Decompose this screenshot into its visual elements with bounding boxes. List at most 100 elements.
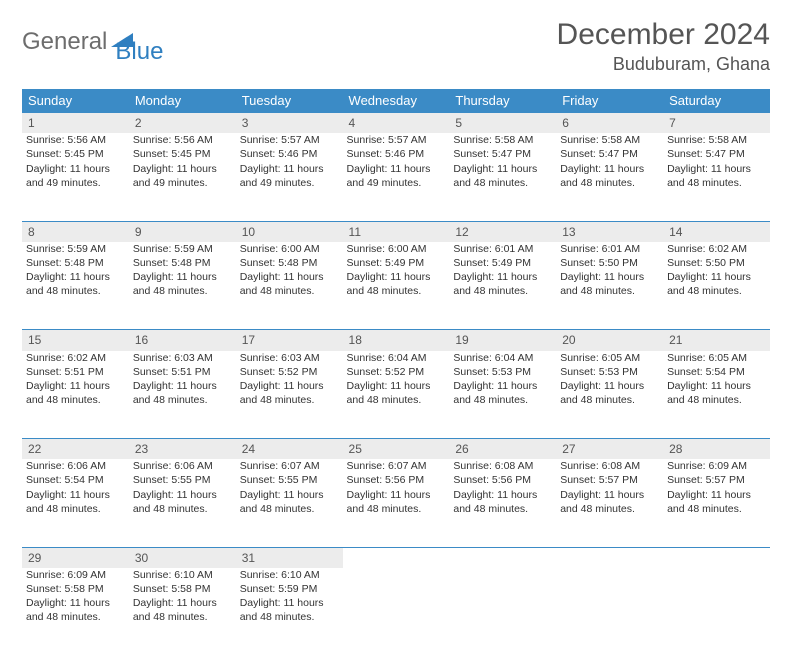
daylight-text: Daylight: 11 hours and 48 minutes. [560,379,659,407]
day-number-cell: 17 [236,330,343,351]
sunrise-text: Sunrise: 6:08 AM [560,459,659,473]
sunset-text: Sunset: 5:49 PM [347,256,446,270]
day-number-cell: 10 [236,221,343,242]
sunrise-text: Sunrise: 6:09 AM [667,459,766,473]
sunset-text: Sunset: 5:55 PM [240,473,339,487]
day-cell: Sunrise: 6:02 AMSunset: 5:50 PMDaylight:… [663,242,770,330]
day-content-row: Sunrise: 6:06 AMSunset: 5:54 PMDaylight:… [22,459,770,547]
location: Buduburam, Ghana [557,54,770,75]
day-cell: Sunrise: 6:04 AMSunset: 5:53 PMDaylight:… [449,351,556,439]
day-number-row: 22232425262728 [22,439,770,460]
sunset-text: Sunset: 5:48 PM [133,256,232,270]
day-cell: Sunrise: 6:01 AMSunset: 5:49 PMDaylight:… [449,242,556,330]
day-number-cell: 1 [22,113,129,134]
day-number-cell: 3 [236,113,343,134]
day-number-cell: 31 [236,547,343,568]
sunrise-text: Sunrise: 5:58 AM [560,133,659,147]
daylight-text: Daylight: 11 hours and 48 minutes. [240,488,339,516]
day-cell: Sunrise: 5:57 AMSunset: 5:46 PMDaylight:… [236,133,343,221]
day-number-cell: 30 [129,547,236,568]
month-title: December 2024 [557,18,770,52]
daylight-text: Daylight: 11 hours and 48 minutes. [667,379,766,407]
daylight-text: Daylight: 11 hours and 48 minutes. [26,596,125,624]
sunset-text: Sunset: 5:50 PM [667,256,766,270]
daylight-text: Daylight: 11 hours and 48 minutes. [133,488,232,516]
sunrise-text: Sunrise: 6:03 AM [240,351,339,365]
daylight-text: Daylight: 11 hours and 48 minutes. [667,270,766,298]
calendar-table: SundayMondayTuesdayWednesdayThursdayFrid… [22,89,770,656]
sunset-text: Sunset: 5:53 PM [560,365,659,379]
sunset-text: Sunset: 5:57 PM [667,473,766,487]
day-cell: Sunrise: 6:01 AMSunset: 5:50 PMDaylight:… [556,242,663,330]
sunrise-text: Sunrise: 6:01 AM [453,242,552,256]
day-cell: Sunrise: 5:57 AMSunset: 5:46 PMDaylight:… [343,133,450,221]
day-cell: Sunrise: 5:59 AMSunset: 5:48 PMDaylight:… [129,242,236,330]
daylight-text: Daylight: 11 hours and 48 minutes. [560,162,659,190]
day-number-cell: 15 [22,330,129,351]
sunrise-text: Sunrise: 6:00 AM [240,242,339,256]
sunset-text: Sunset: 5:52 PM [240,365,339,379]
day-cell: Sunrise: 6:00 AMSunset: 5:48 PMDaylight:… [236,242,343,330]
sunrise-text: Sunrise: 6:08 AM [453,459,552,473]
sunrise-text: Sunrise: 6:07 AM [240,459,339,473]
daylight-text: Daylight: 11 hours and 48 minutes. [26,488,125,516]
day-number-cell [449,547,556,568]
header: General Blue December 2024 Buduburam, Gh… [22,18,770,75]
day-cell: Sunrise: 5:58 AMSunset: 5:47 PMDaylight:… [663,133,770,221]
daylight-text: Daylight: 11 hours and 48 minutes. [453,488,552,516]
sunset-text: Sunset: 5:56 PM [453,473,552,487]
daylight-text: Daylight: 11 hours and 48 minutes. [133,379,232,407]
daylight-text: Daylight: 11 hours and 48 minutes. [347,488,446,516]
calendar-header-row: SundayMondayTuesdayWednesdayThursdayFrid… [22,89,770,113]
sunrise-text: Sunrise: 6:02 AM [667,242,766,256]
sunrise-text: Sunrise: 6:06 AM [26,459,125,473]
day-number-cell: 9 [129,221,236,242]
sunset-text: Sunset: 5:51 PM [26,365,125,379]
day-number-cell: 5 [449,113,556,134]
sunrise-text: Sunrise: 5:56 AM [26,133,125,147]
sunrise-text: Sunrise: 6:10 AM [133,568,232,582]
day-number-cell: 2 [129,113,236,134]
sunset-text: Sunset: 5:51 PM [133,365,232,379]
daylight-text: Daylight: 11 hours and 48 minutes. [133,596,232,624]
day-cell: Sunrise: 5:58 AMSunset: 5:47 PMDaylight:… [556,133,663,221]
daylight-text: Daylight: 11 hours and 48 minutes. [453,162,552,190]
day-cell: Sunrise: 6:05 AMSunset: 5:54 PMDaylight:… [663,351,770,439]
day-cell: Sunrise: 6:05 AMSunset: 5:53 PMDaylight:… [556,351,663,439]
day-number-row: 1234567 [22,113,770,134]
weekday-header: Tuesday [236,89,343,113]
sunset-text: Sunset: 5:47 PM [667,147,766,161]
sunrise-text: Sunrise: 5:59 AM [133,242,232,256]
daylight-text: Daylight: 11 hours and 48 minutes. [560,270,659,298]
sunset-text: Sunset: 5:53 PM [453,365,552,379]
day-content-row: Sunrise: 5:56 AMSunset: 5:45 PMDaylight:… [22,133,770,221]
daylight-text: Daylight: 11 hours and 49 minutes. [133,162,232,190]
sunrise-text: Sunrise: 6:06 AM [133,459,232,473]
sunset-text: Sunset: 5:45 PM [133,147,232,161]
daylight-text: Daylight: 11 hours and 48 minutes. [347,379,446,407]
sunset-text: Sunset: 5:48 PM [26,256,125,270]
day-cell: Sunrise: 6:03 AMSunset: 5:52 PMDaylight:… [236,351,343,439]
sunset-text: Sunset: 5:54 PM [26,473,125,487]
sunset-text: Sunset: 5:56 PM [347,473,446,487]
day-cell: Sunrise: 6:06 AMSunset: 5:55 PMDaylight:… [129,459,236,547]
day-number-cell [343,547,450,568]
weekday-header: Saturday [663,89,770,113]
day-number-row: 891011121314 [22,221,770,242]
day-cell: Sunrise: 6:09 AMSunset: 5:57 PMDaylight:… [663,459,770,547]
day-number-cell: 7 [663,113,770,134]
day-number-cell: 19 [449,330,556,351]
daylight-text: Daylight: 11 hours and 48 minutes. [453,270,552,298]
sunset-text: Sunset: 5:58 PM [26,582,125,596]
day-content-row: Sunrise: 6:02 AMSunset: 5:51 PMDaylight:… [22,351,770,439]
sunrise-text: Sunrise: 5:59 AM [26,242,125,256]
weekday-header: Sunday [22,89,129,113]
sunrise-text: Sunrise: 5:58 AM [667,133,766,147]
logo-text-general: General [22,28,107,56]
day-number-cell: 12 [449,221,556,242]
daylight-text: Daylight: 11 hours and 48 minutes. [667,488,766,516]
daylight-text: Daylight: 11 hours and 48 minutes. [560,488,659,516]
weekday-header: Monday [129,89,236,113]
day-cell: Sunrise: 6:03 AMSunset: 5:51 PMDaylight:… [129,351,236,439]
day-number-cell: 28 [663,439,770,460]
